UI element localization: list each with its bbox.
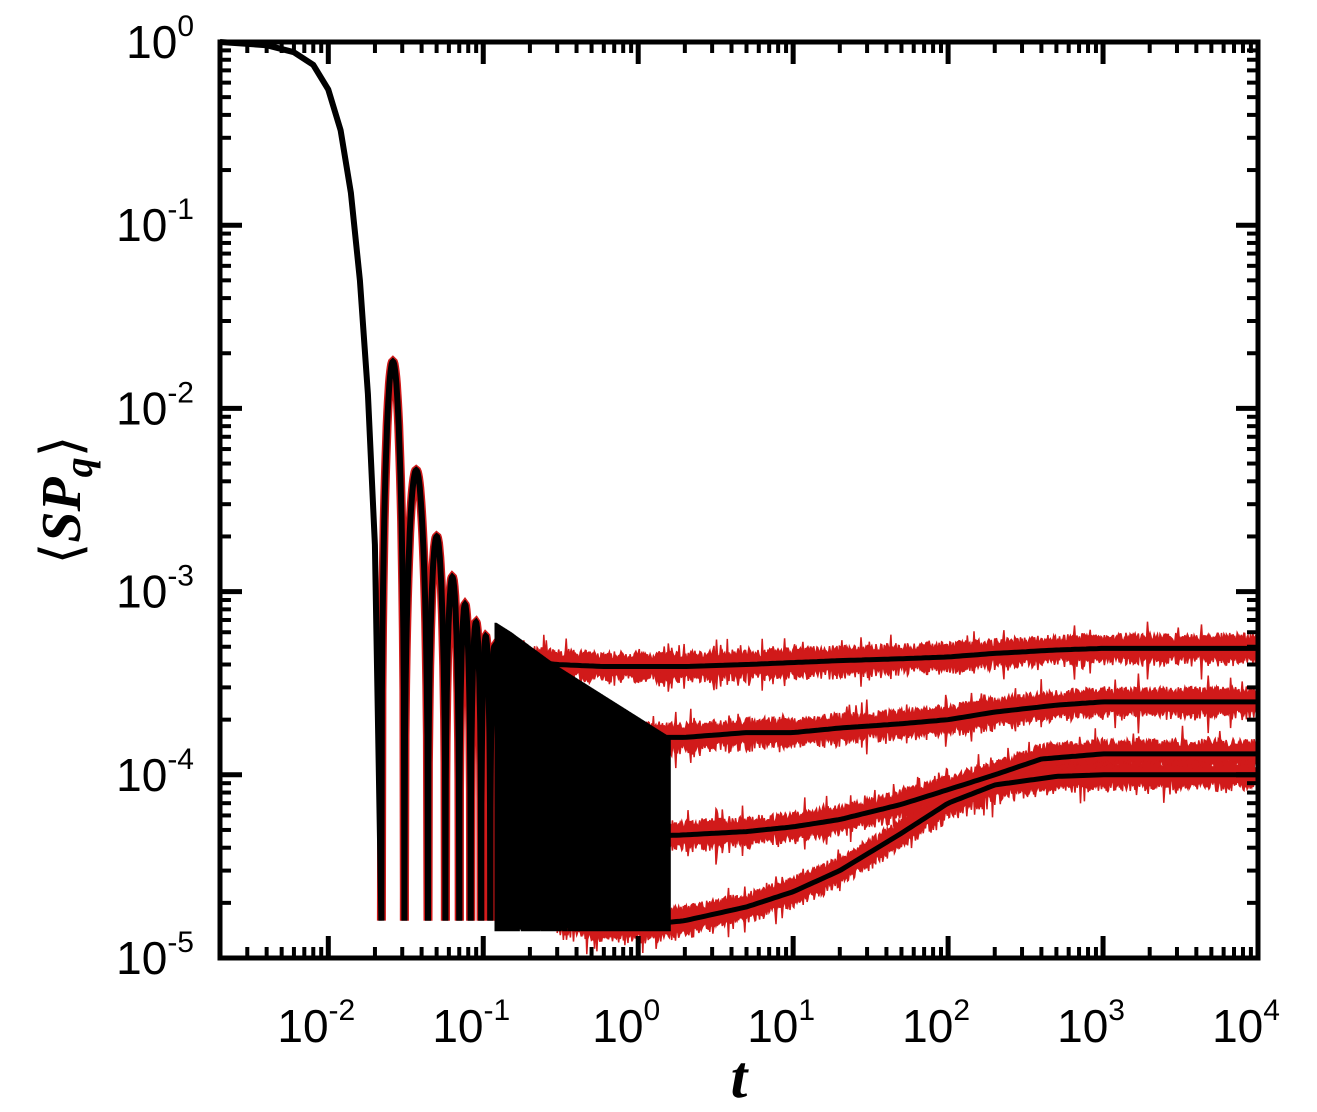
x-tick-label: 100 <box>592 994 660 1052</box>
theory-line-3 <box>556 772 1258 929</box>
x-tick-label: 10-1 <box>432 994 510 1052</box>
oscillation-arch-6 <box>478 631 494 921</box>
y-tick-label: 10-4 <box>116 743 194 801</box>
oscillation-arch-4 <box>456 599 474 921</box>
y-axis-label-subscript: q <box>56 457 101 477</box>
x-tick-label: 101 <box>747 994 815 1052</box>
y-tick-label: 100 <box>126 10 194 68</box>
y-tick-label: 10-5 <box>116 926 194 984</box>
x-tick-label: 104 <box>1212 994 1280 1052</box>
oscillation-arch-3 <box>442 572 463 921</box>
y-tick-label: 10-3 <box>116 560 194 618</box>
x-tick-label: 102 <box>902 994 970 1052</box>
theory-layer <box>219 39 1258 932</box>
x-tick-labels: 10-2 10-1 100 101 102 103 104 <box>277 994 1280 1052</box>
oscillation-arch-2 <box>425 532 449 921</box>
y-tick-label: 10-2 <box>116 376 194 434</box>
y-axis-label: ⟨SPq⟩ <box>31 435 101 564</box>
oscillation-arch-5 <box>467 617 485 921</box>
theory-line-1 <box>510 699 1258 740</box>
y-axis-label-right-bracket: ⟩ <box>31 435 93 457</box>
plot-frame <box>217 39 1261 961</box>
x-tick-label: 103 <box>1057 994 1125 1052</box>
oscillation-arch-9 <box>502 653 516 921</box>
theory-line-2 <box>557 751 1258 840</box>
theory-line-0 <box>510 645 1258 669</box>
y-tick-label: 10-1 <box>116 193 194 251</box>
x-axis-label: t <box>731 1044 750 1110</box>
x-tick-label: 10-2 <box>277 994 355 1052</box>
oscillation-arch-0 <box>378 357 408 921</box>
y-tick-labels: 100 10-1 10-2 10-3 10-4 10-5 <box>116 10 194 984</box>
y-axis-label-base: SP <box>31 477 93 543</box>
oscillation-arch-1 <box>401 466 431 921</box>
y-axis-label-left-bracket: ⟨ <box>31 543 93 565</box>
early-decay-curve <box>219 39 385 921</box>
